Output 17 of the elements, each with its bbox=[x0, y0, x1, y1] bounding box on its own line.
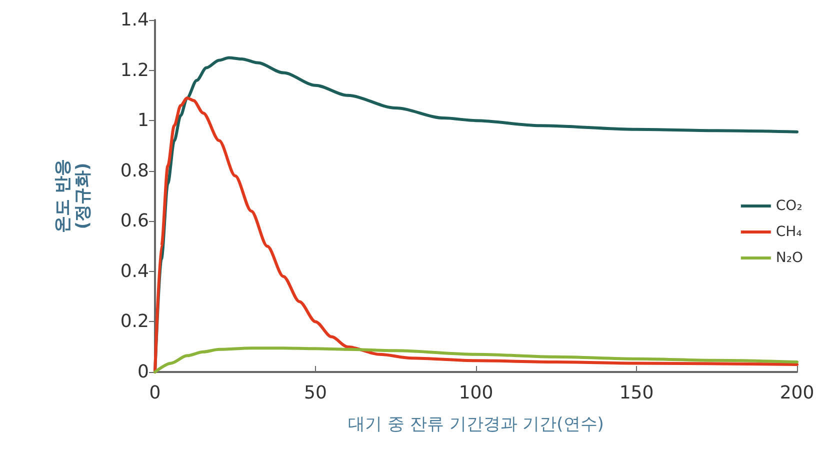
legend-label: N₂O bbox=[776, 250, 804, 266]
y-tick-label: 0.6 bbox=[120, 210, 149, 232]
y-tick-label: 1.4 bbox=[120, 10, 149, 30]
legend-label: CH₄ bbox=[776, 224, 802, 240]
y-tick-label: 0 bbox=[138, 362, 149, 382]
x-tick-label: 200 bbox=[780, 382, 814, 404]
y-tick-label: 0.2 bbox=[120, 311, 149, 332]
y-axis-title: 온도 반응 (정규화) bbox=[53, 159, 93, 233]
x-tick-label: 150 bbox=[619, 382, 654, 404]
x-tick-label: 50 bbox=[304, 382, 327, 404]
y-tick-label: 0.4 bbox=[120, 260, 149, 282]
y-tick-label: 1 bbox=[138, 110, 149, 132]
x-tick-label: 100 bbox=[458, 382, 494, 404]
x-axis-title: 대기 중 잔류 기간경과 기간(연수) bbox=[348, 414, 604, 434]
y-tick-label: 1.2 bbox=[120, 60, 149, 81]
y-tick-label: 0.8 bbox=[120, 160, 149, 182]
legend-label: CO₂ bbox=[776, 198, 802, 214]
